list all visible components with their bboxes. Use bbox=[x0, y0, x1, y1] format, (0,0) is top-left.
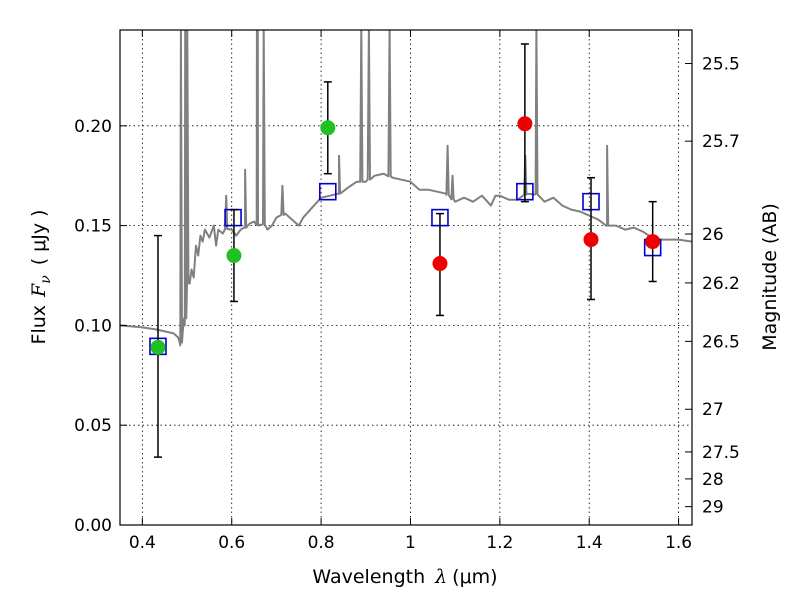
ticks: 0.4 0.6 0.8 1 1.2 1.4 1.6 0.00 0.05 0.10 0.15 0.20 2… bbox=[74, 30, 740, 553]
y2-tick-label: 26 bbox=[702, 225, 724, 245]
y2-axis-title: Magnitude (AB) bbox=[759, 203, 781, 351]
y-axis-title: FluxFν(μJy) bbox=[28, 210, 54, 345]
x-axis-title: Wavelength λ (μm) bbox=[312, 566, 497, 588]
model-spectrum-layer bbox=[120, 30, 692, 347]
observed-red-point bbox=[645, 234, 661, 250]
y-tick-label: 0.20 bbox=[74, 117, 112, 137]
markers-layer bbox=[149, 43, 662, 458]
grid bbox=[120, 30, 692, 526]
model-photometry-square bbox=[318, 182, 337, 201]
x-tick-label: 1 bbox=[405, 533, 416, 553]
x-tick-label: 0.4 bbox=[129, 533, 156, 553]
y2-tick-label: 25.5 bbox=[702, 55, 740, 75]
observed-red-point bbox=[432, 256, 448, 272]
x-tick-label: 1.2 bbox=[486, 533, 513, 553]
model-spectrum-line bbox=[120, 30, 692, 347]
x-tick-label: 1.6 bbox=[665, 533, 692, 553]
y2-tick-label: 26.2 bbox=[702, 274, 740, 294]
x-tick-label: 1.4 bbox=[576, 533, 603, 553]
observed-red-point bbox=[517, 116, 533, 132]
y-tick-label: 0.15 bbox=[74, 217, 112, 237]
y2-tick-label: 28 bbox=[702, 470, 724, 490]
y2-tick-label: 27 bbox=[702, 400, 724, 420]
observed-green-point bbox=[226, 248, 242, 264]
observed-green-point bbox=[150, 339, 166, 355]
y2-tick-label: 26.5 bbox=[702, 332, 740, 352]
y-tick-label: 0.05 bbox=[74, 416, 112, 436]
y-tick-label: 0.00 bbox=[74, 516, 112, 536]
observed-green-point bbox=[320, 120, 336, 136]
x-tick-label: 0.6 bbox=[218, 533, 245, 553]
plot-frame bbox=[119, 29, 693, 526]
y-tick-label: 0.10 bbox=[74, 316, 112, 336]
observed-red-point bbox=[583, 232, 599, 248]
x-tick-label: 0.8 bbox=[308, 533, 335, 553]
y2-tick-label: 29 bbox=[702, 498, 724, 518]
y2-tick-label: 25.7 bbox=[702, 132, 740, 152]
y2-tick-label: 27.5 bbox=[702, 443, 740, 463]
